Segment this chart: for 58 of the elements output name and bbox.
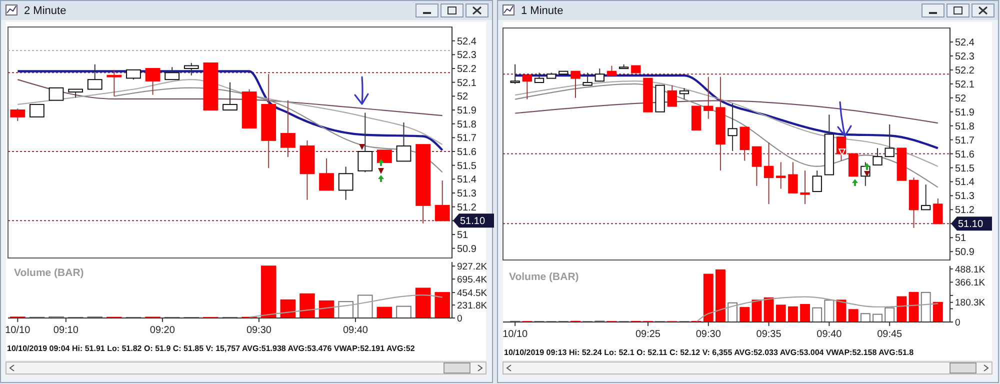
y-tick-label: 51.8 (955, 121, 975, 132)
y-tick-label: 366.1K (955, 278, 986, 289)
y-tick-label: 50.9 (457, 244, 477, 255)
text: Volume (BAR) (14, 267, 84, 279)
x-tick-label: 09:10 (53, 325, 79, 336)
y-tick-label: 52.3 (955, 51, 975, 62)
y-tick-label: 51.7 (457, 133, 477, 144)
chart-title: 2 Minute (24, 5, 66, 17)
y-tick-label: 51.9 (955, 107, 975, 118)
x-tick-label: 09:45 (877, 329, 903, 340)
y-tick-label: 454.5K (457, 288, 488, 299)
x-tick-label: 09:40 (342, 325, 368, 336)
y-tick-label: 51.5 (955, 163, 975, 174)
x-tick-label: 09:40 (816, 329, 842, 340)
y-tick-label: 52.1 (457, 78, 477, 89)
x-tick-label: 09:30 (246, 325, 272, 336)
y-tick-label: 52.4 (955, 37, 975, 48)
y-tick-label: 51.7 (955, 135, 975, 146)
y-tick-label: 51 (457, 230, 469, 241)
y-tick-label: 51.8 (457, 119, 477, 130)
ref-line-label: 51.10 (958, 219, 984, 230)
y-tick-label: 50.9 (955, 247, 975, 258)
y-tick-label: 51.6 (457, 146, 477, 158)
chart-title: 1 Minute (521, 5, 564, 17)
y-tick-label: 52.1 (955, 79, 975, 90)
x-tick-label: 09:20 (150, 325, 176, 336)
y-tick-label: 52.3 (457, 50, 477, 62)
y-tick-label: 695.4K (457, 274, 488, 286)
y-tick-label: 51 (955, 233, 967, 244)
y-tick-label: 927.2K (457, 261, 488, 272)
x-tick-label: 09:35 (756, 329, 782, 340)
text: 10/10/2019 09:04 Hi: 51.91 Lo: 51.82 O: 51.9 C: 51.85 V: 15,757 AVG:51.938 AVG:53.476 VWAP:52.191 AVG:52 (7, 344, 416, 353)
y-tick-label: 52 (955, 93, 967, 104)
y-tick-label: 0 (955, 317, 960, 328)
text: 10/10/2019 09:13 Hi: 52.24 Lo: 52.1 O: 52.11 C: 52.12 V: 6,355 AVG:52.033 AVG:53.004 VWAP:52.158 AVG:51.8 (504, 348, 914, 357)
y-tick-label: 52.2 (955, 65, 975, 76)
y-tick-label: 51.3 (955, 191, 975, 202)
y-tick-label: 52.2 (457, 64, 477, 75)
y-tick-label: 0 (457, 313, 462, 324)
y-tick-label: 51.5 (457, 160, 477, 172)
x-tick-label: 09:30 (696, 329, 722, 340)
ref-line-label: 51.10 (460, 216, 486, 228)
y-tick-label: 52 (457, 92, 469, 103)
text: Volume (BAR) (509, 271, 579, 283)
y-tick-label: 51.6 (955, 149, 975, 160)
y-tick-label: 51.9 (457, 105, 477, 116)
y-tick-label: 51.4 (955, 177, 975, 188)
y-tick-label: 231.8K (457, 300, 488, 312)
y-tick-label: 180.3K (955, 298, 986, 309)
x-tick-label: 10/10 (5, 325, 31, 336)
x-tick-label: 09:25 (635, 329, 661, 340)
y-tick-label: 51.2 (955, 205, 975, 216)
y-tick-label: 51.3 (457, 188, 477, 200)
y-tick-label: 51.4 (457, 174, 477, 186)
y-tick-label: 488.1K (955, 264, 986, 276)
x-tick-label: 10/10 (502, 329, 528, 340)
y-tick-label: 51.2 (457, 202, 477, 214)
y-tick-label: 52.4 (457, 36, 477, 48)
